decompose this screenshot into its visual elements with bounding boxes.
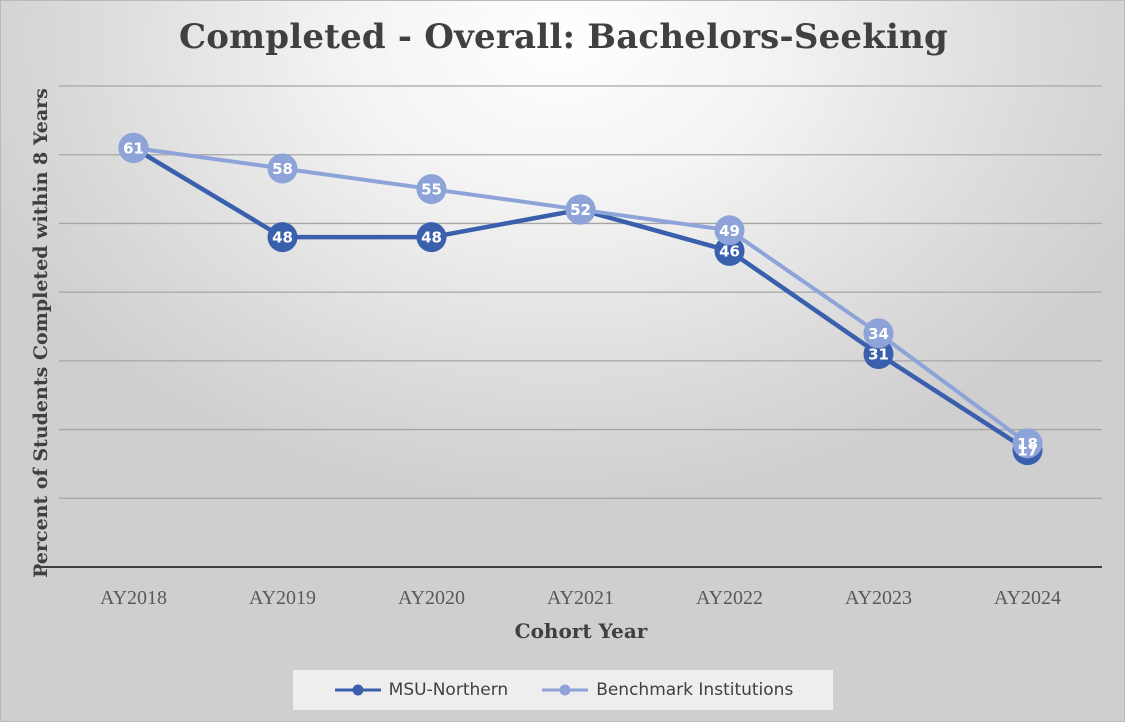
data-label-1: 18 xyxy=(1017,435,1038,453)
legend-label-benchmark-institutions: Benchmark Institutions xyxy=(596,680,794,700)
legend-swatch-msu-northern xyxy=(334,684,381,696)
data-point-1 xyxy=(714,215,745,246)
legend-item-benchmark-institutions: Benchmark Institutions xyxy=(540,680,793,700)
data-point-0 xyxy=(416,222,447,253)
legend: MSU-Northern Benchmark Institutions xyxy=(293,670,833,710)
series-line-0 xyxy=(132,145,1029,453)
x-axis-title: Cohort Year xyxy=(514,619,648,643)
data-label-1: 52 xyxy=(570,201,591,219)
x-tick-label: AY2019 xyxy=(249,587,316,609)
data-point-1 xyxy=(565,194,596,225)
data-label-0: 46 xyxy=(719,242,740,260)
series-line-1 xyxy=(133,145,1029,445)
data-point-1 xyxy=(416,174,447,205)
x-tick-label: AY2020 xyxy=(398,587,465,609)
data-label-1: 61 xyxy=(123,139,144,157)
legend-swatch-benchmark-institutions xyxy=(542,684,589,696)
data-point-0 xyxy=(714,235,745,266)
data-point-0 xyxy=(267,222,298,253)
data-label-0: 61 xyxy=(123,139,144,157)
x-tick-label: AY2018 xyxy=(100,587,167,609)
data-label-1: 49 xyxy=(719,222,740,240)
data-label-0: 48 xyxy=(272,229,293,247)
data-label-1: 55 xyxy=(421,181,442,199)
data-point-1 xyxy=(267,153,298,184)
data-point-1 xyxy=(1012,428,1043,459)
data-point-0 xyxy=(863,338,894,369)
x-tick-label: AY2023 xyxy=(845,587,912,609)
x-tick-label: AY2024 xyxy=(994,587,1061,609)
data-label-0: 31 xyxy=(868,345,889,363)
legend-label-msu-northern: MSU-Northern xyxy=(388,680,509,700)
x-tick-label: AY2022 xyxy=(696,587,763,609)
data-label-0: 48 xyxy=(421,229,442,247)
data-label-0: 52 xyxy=(570,201,591,219)
data-label-0: 17 xyxy=(1017,442,1038,460)
data-point-1 xyxy=(118,132,149,163)
chart-title: Completed - Overall: Bachelors-Seeking xyxy=(178,17,949,57)
data-label-1: 34 xyxy=(868,325,889,343)
x-tick-label: AY2021 xyxy=(547,587,614,609)
data-point-1 xyxy=(863,318,894,349)
legend-item-msu-northern: MSU-Northern xyxy=(333,680,509,700)
data-label-1: 58 xyxy=(272,160,293,178)
